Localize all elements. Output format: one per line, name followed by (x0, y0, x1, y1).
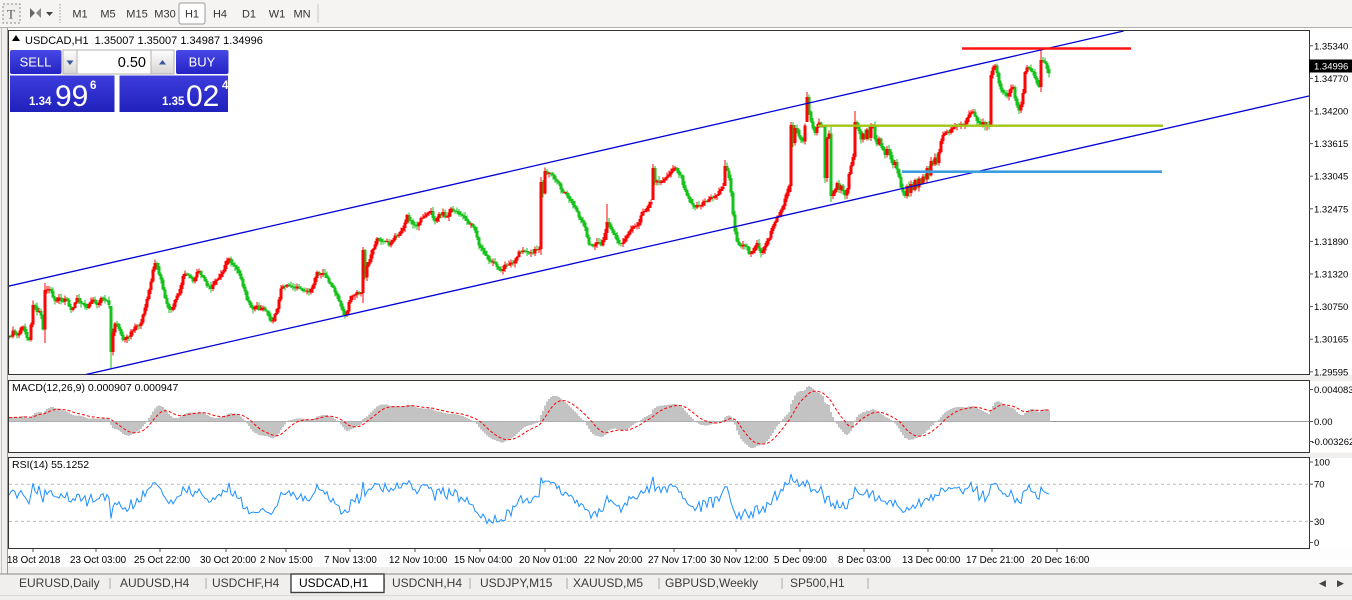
svg-text:1.30165: 1.30165 (1314, 335, 1348, 346)
svg-text:M15: M15 (126, 9, 147, 21)
svg-text:1.34770: 1.34770 (1314, 74, 1348, 85)
svg-text:17 Dec 21:00: 17 Dec 21:00 (966, 555, 1025, 566)
svg-text:MACD(12,26,9) 0.000907 0.00094: MACD(12,26,9) 0.000907 0.000947 (12, 382, 179, 394)
svg-text:RSI(14) 55.1252: RSI(14) 55.1252 (12, 459, 89, 471)
svg-text:8 Dec 03:00: 8 Dec 03:00 (838, 555, 891, 566)
svg-text:1.29595: 1.29595 (1314, 367, 1348, 378)
svg-text:H1: H1 (185, 9, 199, 21)
svg-text:15 Nov 04:00: 15 Nov 04:00 (454, 555, 513, 566)
svg-text:1.33615: 1.33615 (1314, 139, 1348, 150)
svg-text:18 Oct 2018: 18 Oct 2018 (7, 555, 61, 566)
svg-text:1.34996: 1.34996 (1314, 62, 1348, 73)
svg-text:M5: M5 (100, 9, 115, 21)
svg-text:1.31890: 1.31890 (1314, 237, 1348, 248)
svg-text:M30: M30 (154, 9, 175, 21)
svg-text:1.33045: 1.33045 (1314, 172, 1348, 183)
svg-text:27 Nov 17:00: 27 Nov 17:00 (648, 555, 707, 566)
svg-text:2 Nov 15:00: 2 Nov 15:00 (260, 555, 313, 566)
svg-text:70: 70 (1314, 480, 1325, 491)
svg-text:1.30750: 1.30750 (1314, 302, 1348, 313)
svg-text:EURUSD,Daily: EURUSD,Daily (19, 576, 100, 590)
svg-text:25 Oct 22:00: 25 Oct 22:00 (134, 555, 191, 566)
svg-text:AUDUSD,H4: AUDUSD,H4 (120, 576, 190, 590)
svg-text:1.34: 1.34 (29, 96, 52, 108)
svg-text:30 Oct 20:00: 30 Oct 20:00 (200, 555, 257, 566)
svg-text:0.50: 0.50 (118, 55, 146, 71)
svg-text:USDCAD,H1 1.35007 1.35007 1.3: USDCAD,H1 1.35007 1.35007 1.34987 1.3499… (25, 35, 263, 47)
svg-text:22 Nov 20:00: 22 Nov 20:00 (584, 555, 643, 566)
svg-text:▶: ▶ (1337, 578, 1344, 588)
svg-text:BUY: BUY (189, 55, 216, 70)
svg-text:1.35: 1.35 (162, 96, 185, 108)
svg-text:D1: D1 (242, 9, 256, 21)
svg-text:23 Oct 03:00: 23 Oct 03:00 (70, 555, 127, 566)
svg-text:SP500,H1: SP500,H1 (790, 576, 845, 590)
svg-text:USDJPY,M15: USDJPY,M15 (480, 576, 553, 590)
svg-text:◀: ◀ (1319, 578, 1326, 588)
svg-text:4: 4 (222, 80, 229, 92)
svg-text:1.35340: 1.35340 (1314, 41, 1348, 52)
svg-text:XAUUSD,M5: XAUUSD,M5 (573, 576, 643, 590)
svg-text:6: 6 (90, 80, 96, 92)
svg-text:H4: H4 (213, 9, 227, 21)
svg-text:30: 30 (1314, 517, 1325, 528)
svg-text:M1: M1 (72, 9, 87, 21)
svg-text:0.00: 0.00 (1314, 417, 1333, 428)
svg-text:USDCNH,H4: USDCNH,H4 (392, 576, 462, 590)
svg-text:99: 99 (55, 80, 88, 113)
svg-text:20 Nov 01:00: 20 Nov 01:00 (519, 555, 578, 566)
svg-text:MN: MN (293, 9, 310, 21)
svg-text:100: 100 (1314, 458, 1330, 469)
svg-text:1.32475: 1.32475 (1314, 204, 1348, 215)
svg-text:1.34200: 1.34200 (1314, 107, 1348, 118)
svg-text:20 Dec 16:00: 20 Dec 16:00 (1031, 555, 1090, 566)
svg-text:SELL: SELL (20, 55, 52, 70)
svg-text:GBPUSD,Weekly: GBPUSD,Weekly (665, 576, 758, 590)
svg-text:13 Dec 00:00: 13 Dec 00:00 (902, 555, 961, 566)
svg-text:T: T (7, 7, 15, 22)
svg-text:5 Dec 09:00: 5 Dec 09:00 (774, 555, 827, 566)
svg-text:W1: W1 (269, 9, 286, 21)
svg-text:12 Nov 10:00: 12 Nov 10:00 (389, 555, 448, 566)
svg-text:0: 0 (1314, 538, 1319, 549)
svg-text:02: 02 (186, 80, 219, 113)
svg-text:0.004083: 0.004083 (1314, 385, 1352, 396)
svg-text:-0.003262: -0.003262 (1312, 437, 1352, 448)
svg-text:1.31320: 1.31320 (1314, 270, 1348, 281)
svg-text:7 Nov 13:00: 7 Nov 13:00 (324, 555, 377, 566)
svg-text:USDCHF,H4: USDCHF,H4 (212, 576, 280, 590)
svg-text:USDCAD,H1: USDCAD,H1 (299, 576, 369, 590)
svg-text:30 Nov 12:00: 30 Nov 12:00 (710, 555, 769, 566)
